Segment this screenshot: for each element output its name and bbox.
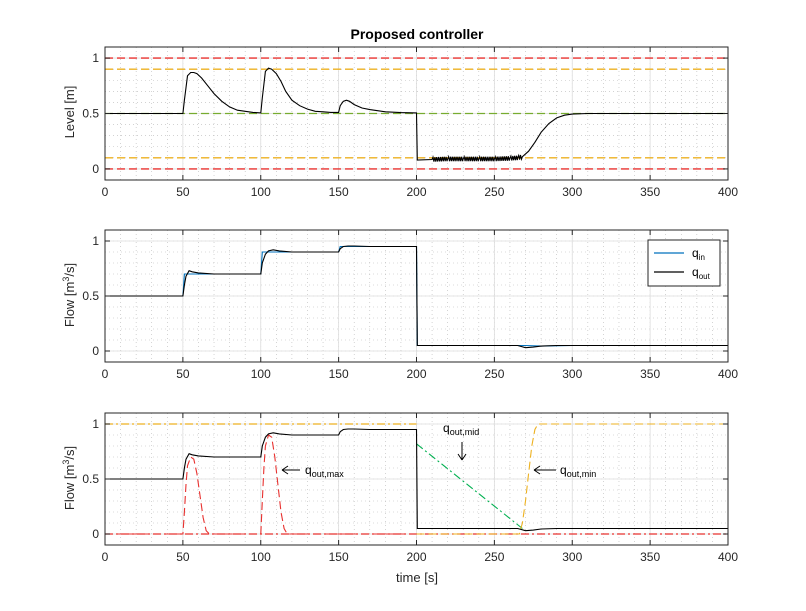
- level-series: [105, 57, 728, 170]
- x-tick-label: 400: [718, 367, 738, 381]
- outflow-series: [105, 423, 728, 535]
- x-tick-label: 50: [176, 185, 190, 199]
- y-tick-label: 1: [92, 234, 99, 248]
- x-tick-label: 50: [176, 550, 190, 564]
- annotation-q-out-min: qout,min: [533, 463, 596, 479]
- series-line: [416, 423, 728, 535]
- series-line: [105, 67, 728, 162]
- x-tick-label: 200: [406, 185, 426, 199]
- level-panel: 0 50 100 150 200 250 300 350 400 0 0.5 1 Proposed c…: [62, 26, 738, 199]
- x-tick-label: 100: [251, 185, 271, 199]
- x-tick-label: 0: [102, 367, 109, 381]
- annotation-q-out-max-label: qout,max: [305, 463, 344, 479]
- arrow-q-out-max: [281, 465, 300, 475]
- x-tick-label: 100: [251, 367, 271, 381]
- x-tick-label: 300: [562, 367, 582, 381]
- x-tick-label: 150: [329, 367, 349, 381]
- arrow-q-out-min: [533, 465, 556, 475]
- x-tick-label: 0: [102, 550, 109, 564]
- x-tick-label: 350: [640, 550, 660, 564]
- x-tick-label: 200: [406, 550, 426, 564]
- x-tick-label: 150: [329, 550, 349, 564]
- series-line: [105, 245, 728, 349]
- y-tick-label: 0: [92, 162, 99, 176]
- x-tick-label: 350: [640, 185, 660, 199]
- series-line: [105, 428, 728, 532]
- y-tick-label: 0: [92, 527, 99, 541]
- legend-box: [647, 239, 721, 287]
- x-tick-label: 50: [176, 367, 190, 381]
- annotation-q-out-max: qout,max: [281, 463, 344, 479]
- x-tick-label: 100: [251, 550, 271, 564]
- annotation-q-out-mid: qout,mid: [443, 421, 479, 461]
- y-tick-label: 0.5: [82, 107, 99, 121]
- legend-label-q-out: qout: [692, 265, 711, 281]
- y-tick-label: 0.5: [82, 289, 99, 303]
- x-tick-label: 400: [718, 550, 738, 564]
- y-tick-label: 1: [92, 417, 99, 431]
- y-tick-label: 0: [92, 344, 99, 358]
- flow-legend: qin qout: [647, 239, 721, 287]
- outflow-ticks: 0 50 100 150 200 250 300 350 400 0 0.5 1: [82, 413, 738, 564]
- outflow-y-axis-label: Flow [m3/s]: [61, 446, 77, 510]
- chart-title: Proposed controller: [350, 26, 484, 42]
- arrow-q-out-mid: [457, 442, 467, 461]
- level-y-axis-label: Level [m]: [62, 86, 77, 139]
- legend-label-q-in: qin: [692, 246, 705, 262]
- x-tick-label: 300: [562, 550, 582, 564]
- x-tick-label: 300: [562, 185, 582, 199]
- y-tick-label: 0.5: [82, 472, 99, 486]
- x-tick-label: 200: [406, 367, 426, 381]
- x-tick-label: 250: [484, 550, 504, 564]
- x-axis-label: time [s]: [396, 570, 438, 585]
- x-tick-label: 0: [102, 185, 109, 199]
- flow-ticks: 0 50 100 150 200 250 300 350 400 0 0.5 1: [82, 230, 738, 381]
- flow-y-axis-label: Flow [m3/s]: [61, 263, 77, 327]
- flow-series: [105, 245, 728, 349]
- x-tick-label: 250: [484, 185, 504, 199]
- outflow-bounds-panel: 0 50 100 150 200 250 300 350 400 0 0.5 1 Flow [m3/s…: [61, 412, 738, 585]
- level-ticks: 0 50 100 150 200 250 300 350 400 0 0.5 1: [82, 47, 738, 199]
- flow-panel: 0 50 100 150 200 250 300 350 400 0 0.5 1 Flow [m3/s…: [61, 229, 738, 381]
- annotation-q-out-mid-label: qout,mid: [443, 421, 479, 437]
- series-line: [416, 443, 523, 529]
- x-tick-label: 400: [718, 185, 738, 199]
- y-tick-label: 1: [92, 51, 99, 65]
- x-tick-label: 150: [329, 185, 349, 199]
- annotation-q-out-min-label: qout,min: [560, 463, 596, 479]
- x-tick-label: 250: [484, 367, 504, 381]
- x-tick-label: 350: [640, 367, 660, 381]
